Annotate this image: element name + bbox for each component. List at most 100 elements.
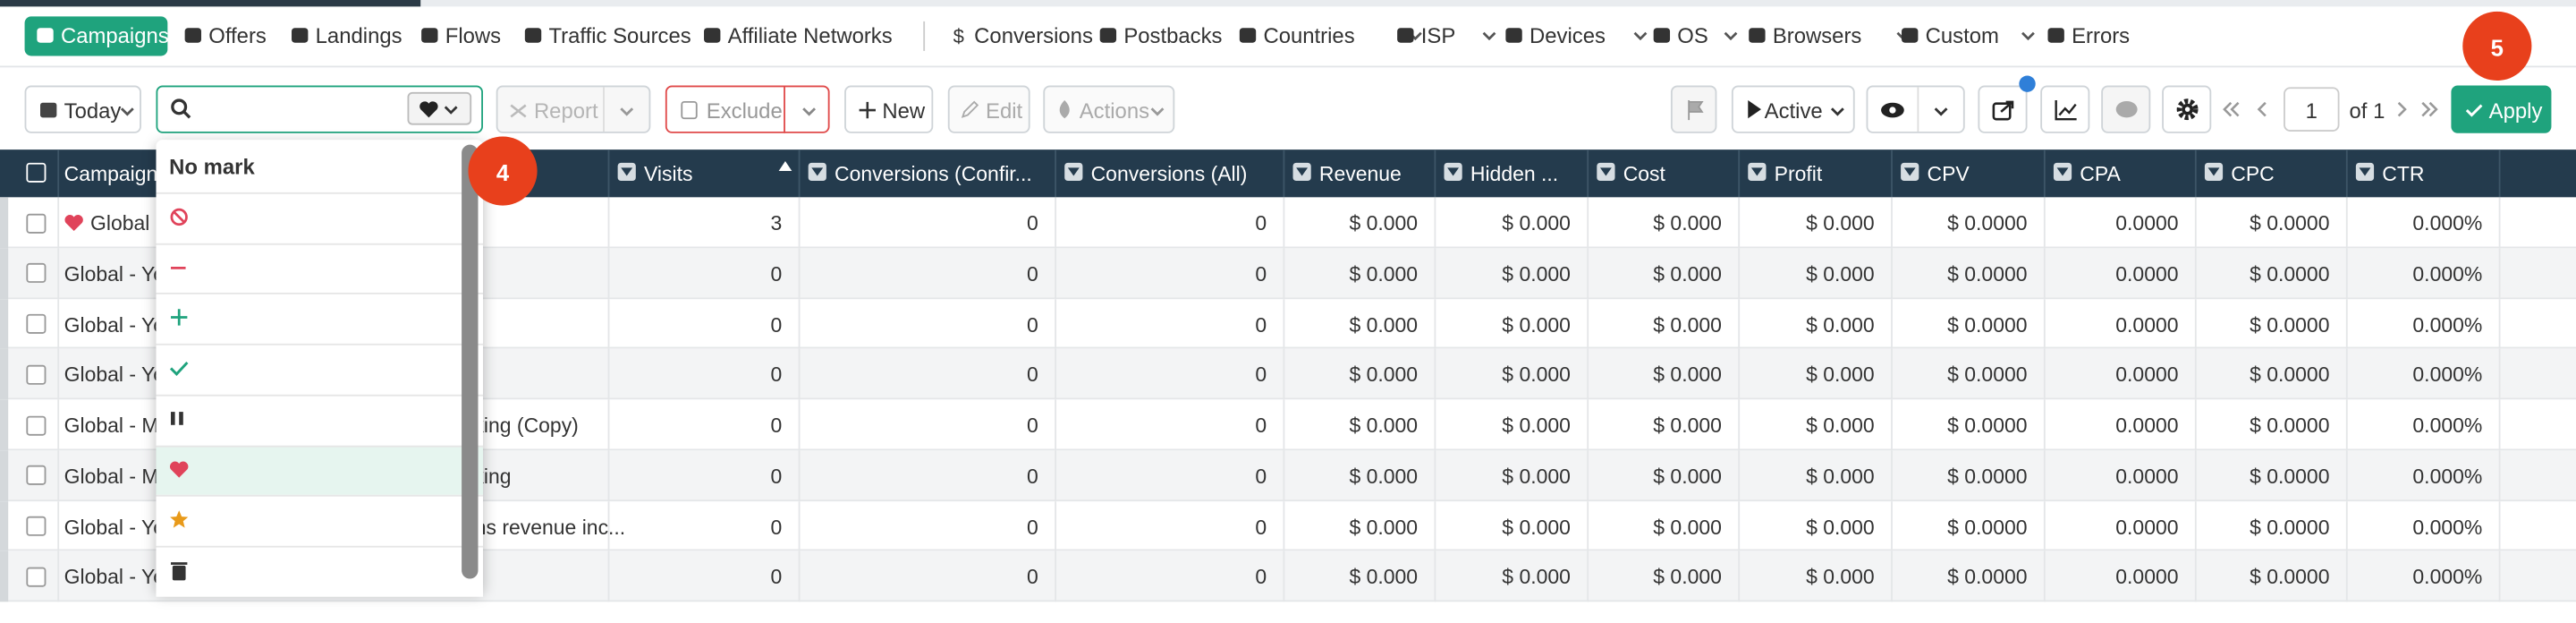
column-header[interactable]: Cost — [1623, 162, 1665, 186]
metric-cell: 0.000% — [2412, 262, 2483, 286]
column-header[interactable]: CPC — [2231, 162, 2275, 186]
filter-toggle[interactable] — [2355, 162, 2375, 182]
icon-shape — [171, 561, 188, 565]
filter-toggle[interactable] — [2053, 162, 2072, 182]
nav-item[interactable]: Errors — [2072, 22, 2131, 48]
column-header[interactable]: Visits — [644, 162, 693, 186]
dropdown-option[interactable] — [156, 192, 484, 243]
column-header[interactable]: Conversions (All) — [1090, 162, 1248, 186]
icon-shape — [1934, 107, 1948, 116]
filter-toggle[interactable] — [1444, 162, 1462, 182]
dropdown-option[interactable] — [156, 344, 484, 395]
dropdown-option[interactable] — [156, 394, 484, 445]
metric-cell: 0.000% — [2412, 414, 2483, 438]
new-button[interactable]: New — [844, 85, 934, 133]
column-header[interactable]: CPA — [2080, 162, 2121, 186]
heart-icon — [419, 101, 438, 118]
nav-item[interactable]: Postbacks — [1123, 22, 1223, 48]
metric-cell: $ 0.000 — [1349, 312, 1419, 337]
row-checkbox[interactable] — [26, 567, 47, 587]
row-handle — [0, 399, 9, 450]
apply-button[interactable]: Apply — [2451, 85, 2552, 133]
share-button[interactable] — [1978, 85, 2028, 133]
split-divider — [603, 87, 605, 132]
cell-divider — [1055, 247, 1057, 299]
dropdown-option[interactable] — [156, 293, 484, 345]
dropdown-option[interactable] — [156, 495, 484, 546]
row-handle — [0, 298, 9, 349]
filter-toggle[interactable] — [617, 162, 636, 182]
nav-item[interactable]: Custom — [1925, 22, 1999, 48]
visibility-button[interactable] — [1866, 85, 1965, 133]
column-header[interactable]: Campaign — [64, 162, 158, 186]
column-header[interactable]: CTR — [2382, 162, 2425, 186]
header-divider — [2345, 149, 2348, 198]
cell-divider — [1587, 348, 1589, 400]
row-checkbox[interactable] — [26, 364, 47, 385]
metric-cell: 0 — [1255, 566, 1267, 590]
column-header[interactable]: Revenue — [1318, 162, 1402, 186]
share-icon — [1992, 100, 2014, 121]
nav-item[interactable]: Devices — [1530, 22, 1606, 48]
filter-toggle[interactable] — [1292, 162, 1311, 182]
date-button[interactable]: Today — [24, 85, 141, 133]
icon-shape — [421, 28, 438, 43]
cell-divider — [1587, 298, 1589, 349]
metric-cell: $ 0.000 — [1349, 363, 1419, 388]
nav-item[interactable]: OS — [1677, 22, 1708, 48]
row-checkbox[interactable] — [26, 414, 47, 435]
metric-cell: $ 0.0000 — [2250, 566, 2330, 590]
nav-item[interactable]: ISP — [1420, 22, 1456, 48]
row-checkbox[interactable] — [26, 263, 47, 284]
dropdown-option[interactable] — [156, 444, 484, 496]
filter-toggle[interactable] — [808, 162, 826, 182]
cell-divider — [1283, 500, 1285, 551]
row-checkbox[interactable] — [26, 212, 47, 233]
search-box[interactable] — [156, 85, 484, 133]
flag-button[interactable] — [1670, 85, 1717, 133]
filter-toggle[interactable] — [1064, 162, 1083, 182]
column-header[interactable]: Conversions (Confir... — [835, 162, 1032, 186]
column-header[interactable]: Hidden ... — [1470, 162, 1559, 186]
column-header[interactable]: Profit — [1774, 162, 1823, 186]
nav-item[interactable]: Offers — [208, 22, 267, 48]
column-header[interactable]: CPV — [1927, 162, 1970, 186]
status-button[interactable]: Active — [1731, 85, 1855, 133]
filter-arrow — [1067, 167, 1080, 176]
nav-item[interactable]: Campaigns — [60, 22, 169, 48]
nav-item[interactable]: Traffic Sources — [548, 22, 691, 48]
mark-filter-button[interactable] — [407, 91, 472, 125]
nav-item[interactable]: Browsers — [1772, 22, 1862, 48]
icon-shape — [171, 411, 175, 425]
cell-divider — [2043, 298, 2046, 349]
dropdown-option[interactable] — [156, 545, 484, 596]
icon-shape — [64, 215, 83, 232]
nav-item[interactable]: Landings — [315, 22, 402, 48]
row-checkbox[interactable] — [26, 313, 47, 334]
cell-divider — [2498, 348, 2501, 400]
filter-toggle[interactable] — [1597, 162, 1615, 182]
cell-divider — [1283, 247, 1285, 299]
nav-item[interactable]: Conversions — [974, 22, 1093, 48]
filter-toggle[interactable] — [2204, 162, 2224, 182]
nav-item[interactable]: Affiliate Networks — [727, 22, 893, 48]
row-checkbox[interactable] — [26, 465, 47, 486]
filter-toggle[interactable] — [1901, 162, 1919, 182]
cell-divider — [798, 550, 801, 602]
icon-shape — [169, 362, 189, 377]
filter-toggle[interactable] — [1748, 162, 1767, 182]
cell-divider — [57, 449, 60, 501]
icon-shape — [1505, 28, 1522, 43]
row-checkbox[interactable] — [26, 516, 47, 536]
dropdown-option[interactable] — [156, 243, 484, 294]
exclude-button[interactable]: Exclude — [665, 85, 830, 133]
cell-divider — [1434, 550, 1436, 602]
metric-cell: $ 0.000 — [1806, 566, 1875, 590]
plus-icon — [859, 101, 876, 119]
nav-item[interactable]: Countries — [1263, 22, 1355, 48]
chart-button[interactable] — [2040, 85, 2090, 133]
nav-item[interactable]: Flows — [445, 22, 502, 48]
settings-button[interactable] — [2162, 85, 2212, 133]
select-all-checkbox[interactable] — [26, 162, 47, 183]
page-input[interactable]: 1 — [2284, 87, 2340, 132]
